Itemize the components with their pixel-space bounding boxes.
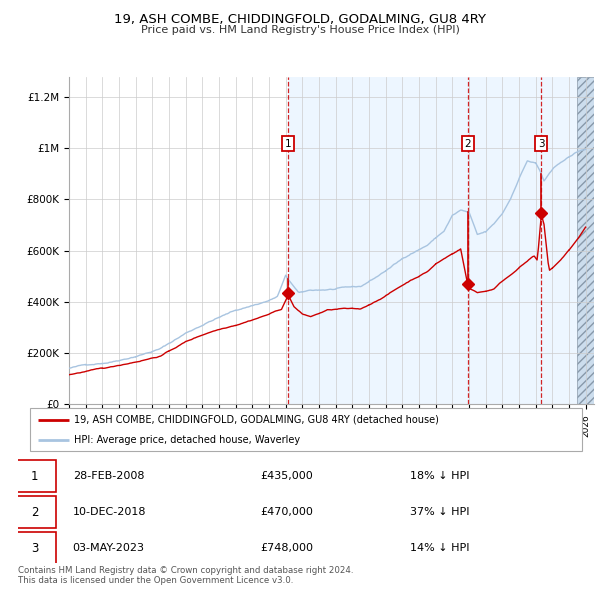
Bar — [577, 77, 594, 404]
Text: 14% ↓ HPI: 14% ↓ HPI — [410, 543, 469, 553]
Text: 2: 2 — [31, 506, 38, 519]
Text: HPI: Average price, detached house, Waverley: HPI: Average price, detached house, Wave… — [74, 435, 300, 445]
Text: £470,000: £470,000 — [260, 507, 313, 517]
Text: 37% ↓ HPI: 37% ↓ HPI — [410, 507, 469, 517]
Text: 18% ↓ HPI: 18% ↓ HPI — [410, 471, 469, 481]
Text: 3: 3 — [538, 139, 545, 149]
Text: 1: 1 — [285, 139, 292, 149]
Text: Price paid vs. HM Land Registry's House Price Index (HPI): Price paid vs. HM Land Registry's House … — [140, 25, 460, 35]
FancyBboxPatch shape — [30, 408, 582, 451]
Text: 3: 3 — [31, 542, 38, 555]
Text: 10-DEC-2018: 10-DEC-2018 — [73, 507, 146, 517]
Text: 03-MAY-2023: 03-MAY-2023 — [73, 543, 145, 553]
Text: 19, ASH COMBE, CHIDDINGFOLD, GODALMING, GU8 4RY: 19, ASH COMBE, CHIDDINGFOLD, GODALMING, … — [114, 13, 486, 26]
Text: This data is licensed under the Open Government Licence v3.0.: This data is licensed under the Open Gov… — [18, 576, 293, 585]
Text: 28-FEB-2008: 28-FEB-2008 — [73, 471, 144, 481]
Text: 19, ASH COMBE, CHIDDINGFOLD, GODALMING, GU8 4RY (detached house): 19, ASH COMBE, CHIDDINGFOLD, GODALMING, … — [74, 415, 439, 425]
Text: £435,000: £435,000 — [260, 471, 313, 481]
Text: Contains HM Land Registry data © Crown copyright and database right 2024.: Contains HM Land Registry data © Crown c… — [18, 566, 353, 575]
Bar — [289, 77, 577, 404]
FancyBboxPatch shape — [13, 496, 56, 528]
Text: 2: 2 — [464, 139, 472, 149]
Text: £748,000: £748,000 — [260, 543, 313, 553]
FancyBboxPatch shape — [13, 460, 56, 492]
FancyBboxPatch shape — [13, 532, 56, 564]
Text: 1: 1 — [31, 470, 38, 483]
